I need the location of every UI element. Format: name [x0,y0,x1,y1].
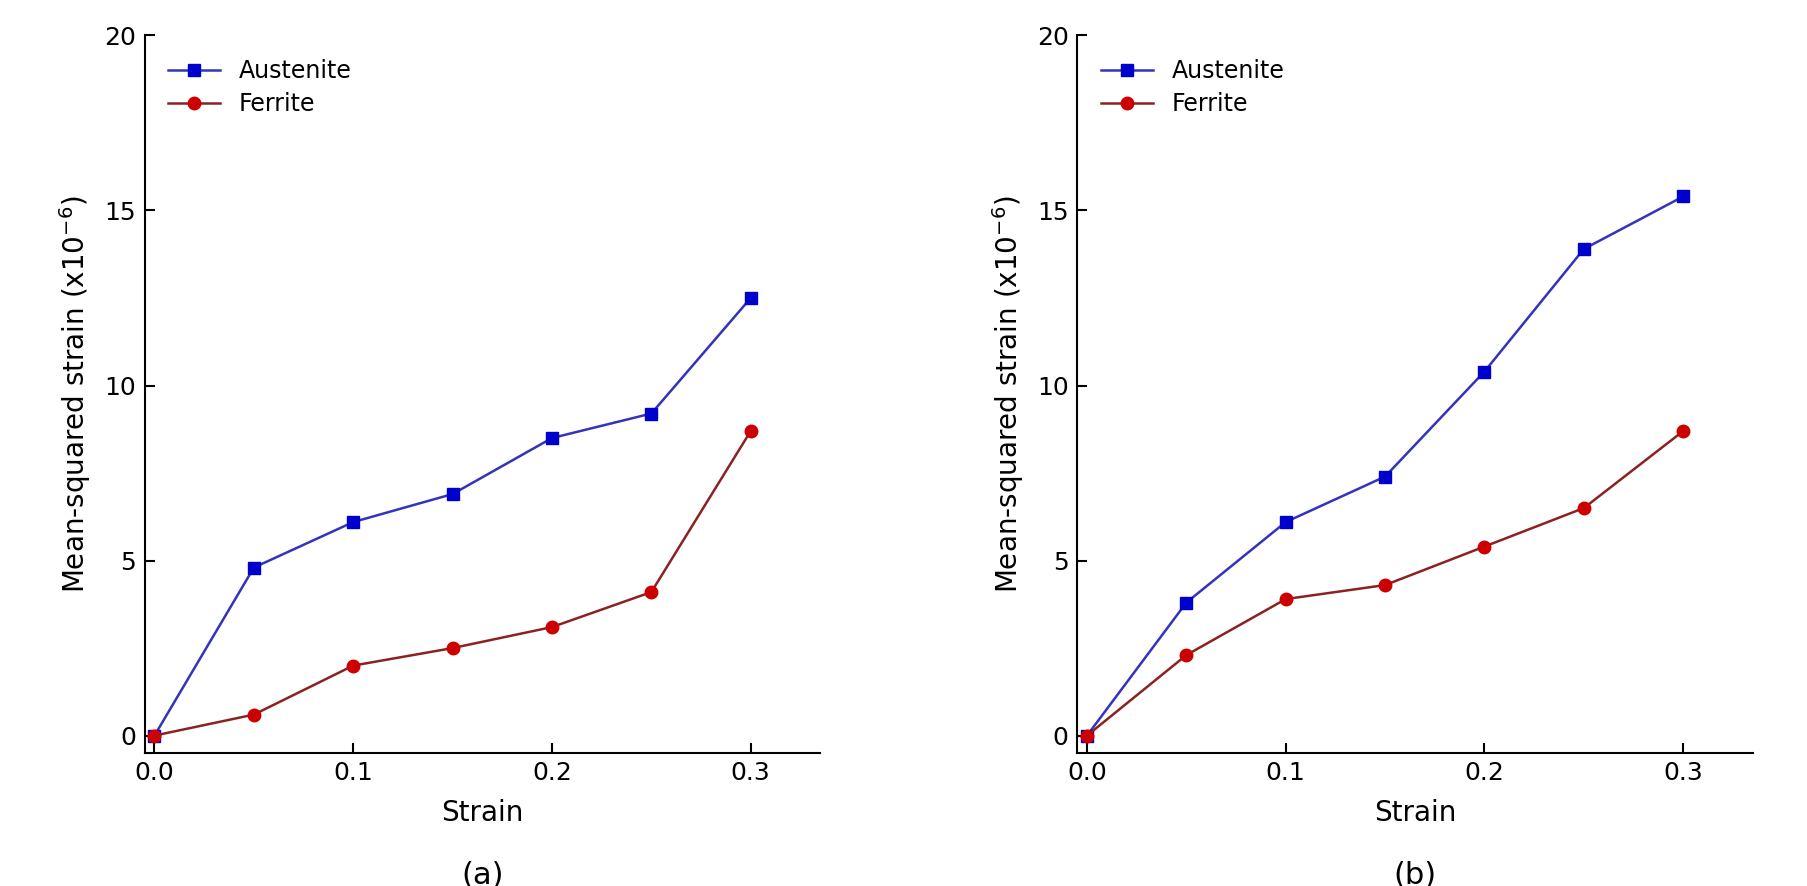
Ferrite [1176,649,1198,660]
Austenite [1475,366,1496,377]
Austenite [242,563,264,573]
Legend: Austenite, Ferrite: Austenite, Ferrite [157,47,363,128]
Ferrite [540,622,562,633]
Austenite [342,517,363,527]
Line: Austenite: Austenite [1081,190,1690,742]
Text: (a): (a) [461,860,504,886]
Austenite [1574,244,1596,254]
Ferrite [1077,730,1099,741]
Ferrite [441,642,463,653]
Y-axis label: Mean-squared strain (x10$^{-6}$): Mean-squared strain (x10$^{-6}$) [990,196,1026,593]
Austenite [1276,517,1297,527]
X-axis label: Strain: Strain [441,799,524,828]
Austenite [1176,597,1198,608]
Austenite [1673,191,1695,202]
Austenite [540,432,562,443]
Legend: Austenite, Ferrite: Austenite, Ferrite [1090,47,1296,128]
Austenite [441,489,463,500]
Ferrite [1574,502,1596,513]
Ferrite [1673,425,1695,436]
Ferrite [640,587,661,597]
Line: Ferrite: Ferrite [1081,424,1690,742]
Austenite [1375,471,1397,482]
Ferrite [1375,579,1397,590]
Austenite [739,292,761,303]
Ferrite [242,710,264,720]
Ferrite [143,730,164,741]
Ferrite [1276,594,1297,604]
Line: Austenite: Austenite [148,291,757,742]
Y-axis label: Mean-squared strain (x10$^{-6}$): Mean-squared strain (x10$^{-6}$) [58,196,94,593]
X-axis label: Strain: Strain [1373,799,1456,828]
Austenite [143,730,164,741]
Ferrite [1475,541,1496,552]
Ferrite [342,660,363,671]
Austenite [1077,730,1099,741]
Line: Ferrite: Ferrite [148,424,757,742]
Text: (b): (b) [1393,860,1437,886]
Austenite [640,408,661,419]
Ferrite [739,425,761,436]
